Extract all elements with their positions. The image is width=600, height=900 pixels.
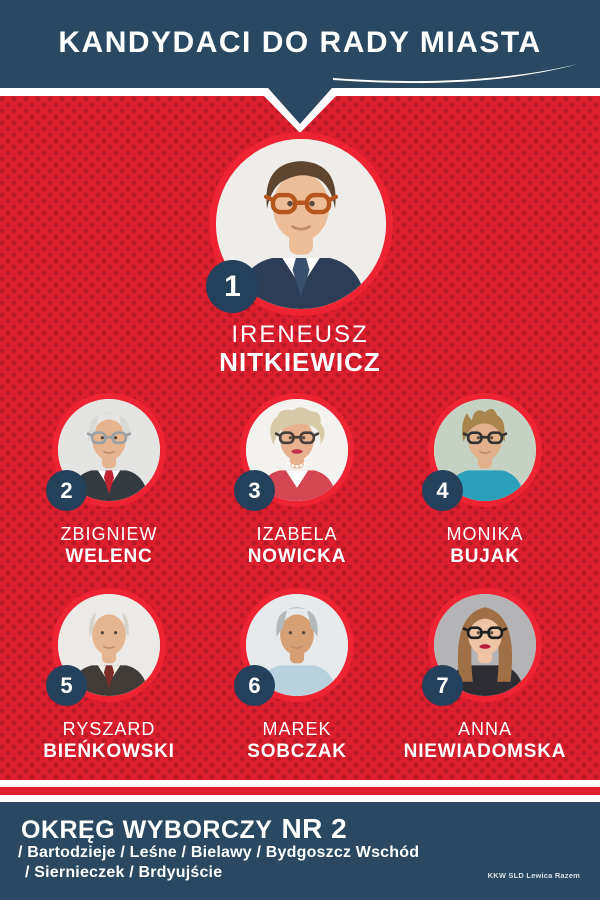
candidate-1-number-badge: 1 xyxy=(206,260,259,313)
candidate-last-name: NOWICKA xyxy=(247,546,347,567)
candidate-6-photo-ring xyxy=(240,588,354,702)
district-title: OKRĘG WYBORCZY NR 2 xyxy=(21,813,347,845)
district-list-line2: / Siernieczek / Brdyujście xyxy=(25,864,223,881)
candidate-5-number-badge: 5 xyxy=(46,665,87,706)
header-band xyxy=(0,0,600,133)
candidate-first-name: IRENEUSZ xyxy=(231,321,369,348)
header-white-chevron-stripe xyxy=(0,88,600,133)
committee-credit: KKW SLD Lewica Razem xyxy=(487,871,580,880)
candidate-first-name: ZBIGNIEW xyxy=(60,524,158,544)
candidate-first-name: MAREK xyxy=(262,719,332,739)
poster-title: KANDYDACI DO RADY MIASTA xyxy=(58,26,542,59)
candidate-4-photo xyxy=(434,399,536,501)
candidate-first-name: RYSZARD xyxy=(62,719,156,739)
header-navy-shape xyxy=(0,0,600,124)
candidate-4-name: MONIKA BUJAK xyxy=(390,524,580,568)
candidate-3-name: IZABELA NOWICKA xyxy=(202,524,392,568)
candidate-2-number-badge: 2 xyxy=(46,470,87,511)
candidate-last-name: BUJAK xyxy=(450,546,520,567)
candidate-2-photo-ring xyxy=(52,393,166,507)
candidate-7-name: ANNA NIEWIADOMSKA xyxy=(390,719,580,763)
candidate-3-number-badge: 3 xyxy=(234,470,275,511)
candidate-6-number-badge: 6 xyxy=(234,665,275,706)
footer-red-stripe xyxy=(0,787,600,795)
district-list: / Bartodzieje / Leśne / Bielawy / Bydgos… xyxy=(18,843,419,883)
candidate-last-name: SOBCZAK xyxy=(247,741,347,762)
candidate-6-name: MAREK SOBCZAK xyxy=(202,719,392,763)
candidate-first-name: ANNA xyxy=(457,719,512,739)
district-list-line1: / Bartodzieje / Leśne / Bielawy / Bydgos… xyxy=(18,844,420,861)
candidate-6-photo xyxy=(246,594,348,696)
district-title-text: OKRĘG WYBORCZY xyxy=(21,816,273,844)
title-underline-swoosh xyxy=(333,64,578,83)
candidate-5-name: RYSZARD BIEŃKOWSKI xyxy=(14,719,204,763)
footer-white-stripe-top xyxy=(0,780,600,787)
candidate-2-name: ZBIGNIEW WELENC xyxy=(14,524,204,568)
candidate-4-number-badge: 4 xyxy=(422,470,463,511)
candidate-last-name: WELENC xyxy=(65,546,153,567)
candidate-first-name: IZABELA xyxy=(256,524,338,544)
candidate-4-photo-ring xyxy=(428,393,542,507)
district-number: NR 2 xyxy=(281,813,348,844)
candidate-first-name: MONIKA xyxy=(446,524,524,544)
candidate-7-number-badge: 7 xyxy=(422,665,463,706)
candidate-5-photo-ring xyxy=(52,588,166,702)
candidate-last-name: BIEŃKOWSKI xyxy=(43,741,175,762)
candidate-1-name: IRENEUSZ NITKIEWICZ xyxy=(0,322,600,377)
candidate-last-name: NIEWIADOMSKA xyxy=(403,741,567,762)
candidate-5-photo xyxy=(58,594,160,696)
footer-white-stripe-bottom xyxy=(0,795,600,802)
candidate-last-name: NITKIEWICZ xyxy=(219,347,381,377)
district-panel: OKRĘG WYBORCZY NR 2 / Bartodzieje / Leśne… xyxy=(0,802,600,900)
